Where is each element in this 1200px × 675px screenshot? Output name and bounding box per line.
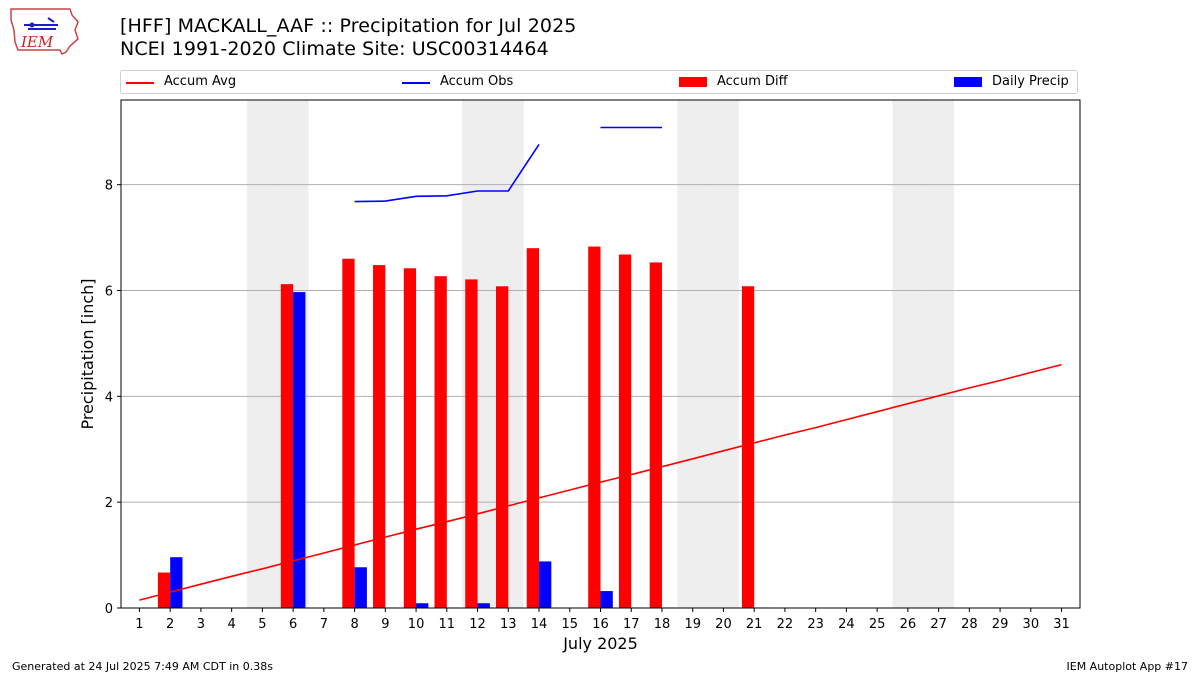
legend-label: Accum Avg xyxy=(164,74,237,89)
x-tick-label: 22 xyxy=(777,617,794,632)
daily-precip-bar xyxy=(354,567,367,608)
daily-precip-bar xyxy=(477,603,490,608)
y-tick-label: 2 xyxy=(105,496,113,511)
legend-swatch-accum-avg xyxy=(126,82,154,84)
x-tick-label: 3 xyxy=(197,617,205,632)
accum-avg-line xyxy=(139,363,1062,601)
x-tick-label: 31 xyxy=(1053,617,1070,632)
daily-precip-bar xyxy=(754,607,767,609)
x-tick-label: 23 xyxy=(807,617,824,632)
daily-precip-bar xyxy=(416,603,429,608)
accum-diff-bar xyxy=(495,286,509,608)
accum-diff-bar xyxy=(342,258,355,608)
x-tick-label: 7 xyxy=(320,617,328,632)
x-tick-label: 29 xyxy=(992,617,1009,632)
x-tick-label: 30 xyxy=(1023,617,1040,632)
accum-diff-bar xyxy=(618,254,632,608)
legend-label: Accum Diff xyxy=(717,74,788,89)
x-tick-label: 19 xyxy=(684,617,701,632)
weekend-band xyxy=(277,100,309,608)
accum-diff-bar xyxy=(649,262,662,608)
accum-diff-bar xyxy=(465,279,478,608)
weekend-band xyxy=(247,100,278,608)
daily-precip-bar xyxy=(446,607,460,609)
chart-title: [HFF] MACKALL_AAF :: Precipitation for J… xyxy=(120,15,577,37)
y-tick-label: 4 xyxy=(105,390,113,405)
x-tick-label: 4 xyxy=(228,617,236,632)
weekend-band xyxy=(708,100,739,608)
daily-precip-bar xyxy=(661,607,675,609)
x-tick-label: 26 xyxy=(900,617,917,632)
x-tick-label: 16 xyxy=(592,617,609,632)
accum-diff-bar xyxy=(741,286,755,608)
logo-text: IEM xyxy=(20,33,54,51)
x-axis-label: July 2025 xyxy=(562,634,638,653)
weekend-band xyxy=(923,100,954,608)
x-tick-label: 21 xyxy=(746,617,763,632)
x-tick-label: 10 xyxy=(408,617,425,632)
app-credit: IEM Autoplot App #17 xyxy=(1066,660,1189,673)
y-axis-label: Precipitation [inch] xyxy=(78,278,97,429)
weekend-band xyxy=(892,100,924,608)
x-tick-label: 5 xyxy=(258,617,266,632)
iem-logo: IEM xyxy=(10,8,79,56)
daily-precip-bar xyxy=(600,591,613,608)
legend-swatch-accum-diff xyxy=(679,77,707,87)
accum-diff-bar xyxy=(403,268,417,608)
accum-diff-bar xyxy=(373,265,386,608)
x-tick-label: 12 xyxy=(469,617,486,632)
x-tick-label: 9 xyxy=(381,617,389,632)
daily-precip-bar xyxy=(631,607,644,609)
chart-subtitle: NCEI 1991-2020 Climate Site: USC00314464 xyxy=(120,38,549,60)
plot-frame xyxy=(120,99,1081,609)
x-tick-label: 2 xyxy=(166,617,174,632)
x-tick-label: 8 xyxy=(350,617,358,632)
daily-precip-bar xyxy=(508,607,521,609)
daily-precip-bar xyxy=(385,607,398,609)
x-tick-label: 25 xyxy=(869,617,886,632)
daily-precip-bar xyxy=(293,292,306,608)
y-tick-label: 6 xyxy=(105,285,113,300)
weekend-band xyxy=(677,100,709,608)
x-tick-label: 24 xyxy=(838,617,855,632)
x-tick-label: 1 xyxy=(135,617,143,632)
x-tick-label: 6 xyxy=(289,617,297,632)
generated-timestamp: Generated at 24 Jul 2025 7:49 AM CDT in … xyxy=(12,660,273,673)
x-tick-label: 17 xyxy=(623,617,640,632)
x-tick-label: 18 xyxy=(654,617,671,632)
x-tick-label: 28 xyxy=(961,617,978,632)
x-tick-label: 13 xyxy=(500,617,517,632)
weekend-band xyxy=(492,100,524,608)
legend-label: Daily Precip xyxy=(992,74,1069,89)
x-tick-label: 20 xyxy=(715,617,732,632)
x-tick-label: 14 xyxy=(531,617,548,632)
daily-precip-bar xyxy=(539,561,552,608)
accum-diff-bar xyxy=(588,246,601,608)
daily-precip-bar xyxy=(170,557,183,608)
accum-diff-bar xyxy=(526,248,540,608)
accum-obs-line xyxy=(354,143,540,203)
y-tick-label: 0 xyxy=(105,602,113,617)
accum-diff-bar xyxy=(157,572,171,608)
legend-swatch-daily-precip xyxy=(954,77,982,87)
accum-diff-bar xyxy=(434,276,447,608)
weekend-band xyxy=(462,100,493,608)
y-tick-label: 8 xyxy=(105,179,113,194)
x-tick-label: 15 xyxy=(561,617,578,632)
legend-swatch-accum-obs xyxy=(402,82,430,84)
x-tick-label: 11 xyxy=(439,617,456,632)
legend: Accum Avg Accum Obs Accum Diff Daily Pre… xyxy=(120,70,1078,94)
accum-diff-bar xyxy=(280,284,294,608)
x-tick-label: 27 xyxy=(930,617,947,632)
legend-label: Accum Obs xyxy=(440,74,514,89)
